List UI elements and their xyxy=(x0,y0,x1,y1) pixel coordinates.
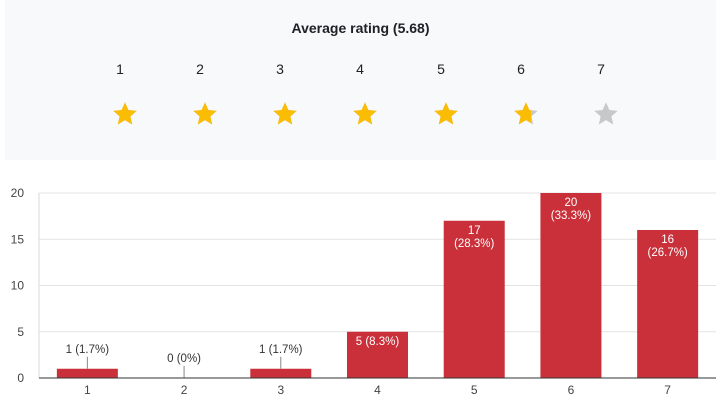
chart-gridlines xyxy=(39,192,716,333)
bar-data-label: 16 xyxy=(661,234,674,246)
x-tick-label: 2 xyxy=(181,383,188,397)
y-tick-label: 20 xyxy=(11,186,25,200)
rating-star-icon-7 xyxy=(592,100,620,128)
rating-star-icon-2 xyxy=(191,100,219,128)
bar-3 xyxy=(250,368,312,378)
bar-data-label: (33.3%) xyxy=(551,210,591,222)
average-rating-panel: Average rating (5.68) 1 2 3 4 5 6 7 xyxy=(5,0,716,160)
rating-star-icon-6 xyxy=(512,100,540,128)
bar-data-label: 5 (8.3%) xyxy=(356,336,400,348)
x-tick-label: 4 xyxy=(374,383,381,397)
scale-label-7: 7 xyxy=(597,61,605,77)
average-rating-title: Average rating (5.68) xyxy=(291,20,430,36)
bar-4 xyxy=(347,331,408,378)
chart-axes: 0 5 10 15 20 1 2 3 4 5 6 7 xyxy=(11,186,716,397)
bar-1 xyxy=(56,368,118,378)
rating-star-icon-1 xyxy=(111,100,139,128)
bar-data-label: 20 xyxy=(565,197,578,209)
scale-label-6: 6 xyxy=(517,61,525,77)
x-tick-label: 1 xyxy=(84,383,91,397)
rating-star-icon-3 xyxy=(271,100,299,128)
x-tick-label: 3 xyxy=(277,383,284,397)
bar-6 xyxy=(540,193,602,378)
bar-7 xyxy=(637,230,699,378)
rating-star-icon-5 xyxy=(432,100,460,128)
bar-5 xyxy=(443,220,505,378)
bar-data-label: 0 (0%) xyxy=(167,353,201,365)
x-tick-label: 6 xyxy=(568,383,575,397)
scale-label-4: 4 xyxy=(356,61,364,77)
chart-data-labels: 1 (1.7%) 0 (0%) 1 (1.7%) 5 (8.3%) 17(28.3%) 2… xyxy=(66,197,688,378)
scale-label-5: 5 xyxy=(437,61,445,77)
bar-data-label: (28.3%) xyxy=(454,238,494,250)
y-tick-label: 15 xyxy=(11,232,25,246)
bar-data-label: (26.7%) xyxy=(648,247,688,259)
bar-data-label: 17 xyxy=(468,225,481,237)
x-tick-label: 5 xyxy=(471,383,478,397)
y-tick-label: 10 xyxy=(11,279,25,293)
bar-data-label: 1 (1.7%) xyxy=(259,344,303,356)
scale-label-3: 3 xyxy=(276,61,284,77)
chart-bars xyxy=(56,193,699,378)
scale-label-2: 2 xyxy=(196,61,204,77)
x-tick-label: 7 xyxy=(664,383,671,397)
rating-distribution-bar-chart: 1 (1.7%)0 (0%)1 (1.7%)5 (8.3%)17(28.3%)2… xyxy=(11,186,716,397)
y-tick-label: 5 xyxy=(17,325,24,339)
rating-star-icon-4 xyxy=(351,100,379,128)
bar-data-label: 1 (1.7%) xyxy=(66,344,110,356)
scale-label-1: 1 xyxy=(116,61,124,77)
y-tick-label: 0 xyxy=(17,371,24,385)
